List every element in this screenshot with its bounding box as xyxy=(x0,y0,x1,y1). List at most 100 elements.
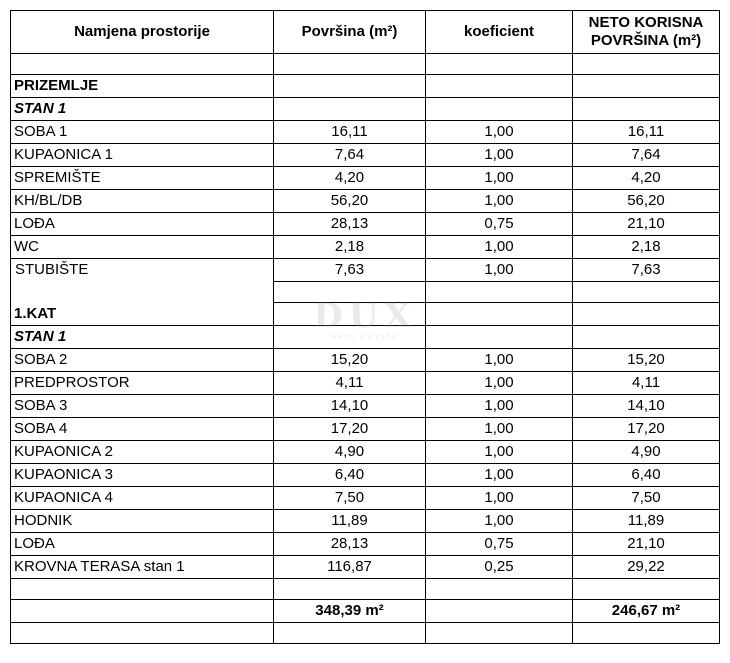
table-body: PRIZEMLJE STAN 1 SOBA 1 16,11 1,00 16,11 KUPAO… xyxy=(10,53,720,644)
cell-area: 17,20 xyxy=(273,417,426,441)
cell-name: STAN 1 xyxy=(10,325,274,349)
blank-row xyxy=(10,622,720,644)
header-net: NETO KORISNA POVRŠINA (m²) xyxy=(572,10,720,54)
cell-net: 7,64 xyxy=(572,143,720,167)
blank-row xyxy=(10,53,720,75)
cell-coef: 0,75 xyxy=(425,212,573,236)
table-row: SOBA 3 14,10 1,00 14,10 xyxy=(10,394,720,418)
cell-name: SOBA 2 xyxy=(10,348,274,372)
section-row: 1.KAT xyxy=(10,302,720,326)
cell-area xyxy=(273,281,426,303)
cell-name: LOĐA xyxy=(10,532,274,556)
cell-net: 29,22 xyxy=(572,555,720,579)
cell-area: 7,64 xyxy=(273,143,426,167)
cell-name: SOBA 4 xyxy=(10,417,274,441)
cell-name: WC xyxy=(10,235,274,259)
cell-coef: 0,25 xyxy=(425,555,573,579)
cell-net xyxy=(572,74,720,98)
cell-net xyxy=(572,578,720,600)
cell-name: LOĐA xyxy=(10,212,274,236)
cell-coef xyxy=(425,74,573,98)
cell-coef: 1,00 xyxy=(425,394,573,418)
cell-name: SOBA 1 xyxy=(10,120,274,144)
table-row: KROVNA TERASA stan 1 116,87 0,25 29,22 xyxy=(10,555,720,579)
total-row: 348,39 m² 246,67 m² xyxy=(10,599,720,623)
table-row: SOBA 4 17,20 1,00 17,20 xyxy=(10,417,720,441)
cell-name: PREDPROSTOR xyxy=(10,371,274,395)
cell-net: 56,20 xyxy=(572,189,720,213)
header-row: Namjena prostorije Površina (m²) koefici… xyxy=(10,10,720,54)
cell-name xyxy=(10,622,274,644)
cell-area: 4,90 xyxy=(273,440,426,464)
cell-area: 28,13 xyxy=(273,212,426,236)
header-area: Površina (m²) xyxy=(273,10,426,54)
cell-coef: 1,00 xyxy=(425,235,573,259)
table-row: SPREMIŠTE 4,20 1,00 4,20 xyxy=(10,166,720,190)
cell-net: 4,20 xyxy=(572,166,720,190)
cell-area xyxy=(273,622,426,644)
cell-name: 1.KAT xyxy=(10,302,274,326)
cell-net: 7,63 xyxy=(572,258,720,282)
cell-area xyxy=(273,325,426,349)
table-row: KUPAONICA 4 7,50 1,00 7,50 xyxy=(10,486,720,510)
cell-name xyxy=(10,599,274,623)
cell-coef: 1,00 xyxy=(425,463,573,487)
cell-name: KROVNA TERASA stan 1 xyxy=(10,555,274,579)
cell-area: 6,40 xyxy=(273,463,426,487)
cell-net xyxy=(572,97,720,121)
cell-area: 2,18 xyxy=(273,235,426,259)
cell-coef: 1,00 xyxy=(425,258,573,282)
cell-net xyxy=(572,53,720,75)
blank-row xyxy=(10,578,720,600)
cell-area: 16,11 xyxy=(273,120,426,144)
table-row: KUPAONICA 2 4,90 1,00 4,90 xyxy=(10,440,720,464)
table-row: WC 2,18 1,00 2,18 xyxy=(10,235,720,259)
cell-net xyxy=(572,302,720,326)
cell-area: 15,20 xyxy=(273,348,426,372)
cell-name xyxy=(10,281,274,303)
cell-coef: 1,00 xyxy=(425,417,573,441)
cell-coef: 1,00 xyxy=(425,166,573,190)
cell-name: KUPAONICA 1 xyxy=(10,143,274,167)
cell-coef xyxy=(425,97,573,121)
cell-name: STAN 1 xyxy=(10,97,274,121)
table-row: KUPAONICA 1 7,64 1,00 7,64 xyxy=(10,143,720,167)
cell-area xyxy=(273,97,426,121)
cell-coef: 1,00 xyxy=(425,143,573,167)
table-row: SOBA 1 16,11 1,00 16,11 xyxy=(10,120,720,144)
area-table: Namjena prostorije Površina (m²) koefici… xyxy=(10,10,720,644)
cell-net: 11,89 xyxy=(572,509,720,533)
table-row: LOĐA 28,13 0,75 21,10 xyxy=(10,212,720,236)
cell-net: 4,90 xyxy=(572,440,720,464)
cell-name: SPREMIŠTE xyxy=(10,166,274,190)
cell-coef xyxy=(425,622,573,644)
cell-net xyxy=(572,281,720,303)
cell-net xyxy=(572,325,720,349)
cell-coef xyxy=(425,599,573,623)
table-row: PREDPROSTOR 4,11 1,00 4,11 xyxy=(10,371,720,395)
cell-area: 7,63 xyxy=(273,258,426,282)
table-row: SOBA 2 15,20 1,00 15,20 xyxy=(10,348,720,372)
cell-area: 56,20 xyxy=(273,189,426,213)
cell-coef xyxy=(425,578,573,600)
cell-coef xyxy=(425,281,573,303)
section-row: PRIZEMLJE xyxy=(10,74,720,98)
cell-name: KUPAONICA 2 xyxy=(10,440,274,464)
cell-area: 11,89 xyxy=(273,509,426,533)
cell-coef: 1,00 xyxy=(425,486,573,510)
cell-name: KUPAONICA 4 xyxy=(10,486,274,510)
cell-area xyxy=(273,53,426,75)
blank-row xyxy=(10,281,720,303)
subsection-row: STAN 1 xyxy=(10,325,720,349)
cell-name: STUBIŠTE xyxy=(10,258,274,282)
cell-net xyxy=(572,622,720,644)
cell-net: 15,20 xyxy=(572,348,720,372)
cell-net: 2,18 xyxy=(572,235,720,259)
cell-net: 21,10 xyxy=(572,532,720,556)
cell-name xyxy=(10,578,274,600)
cell-name: SOBA 3 xyxy=(10,394,274,418)
cell-name xyxy=(10,53,274,75)
cell-area: 14,10 xyxy=(273,394,426,418)
cell-net: 16,11 xyxy=(572,120,720,144)
cell-net: 246,67 m² xyxy=(572,599,720,623)
